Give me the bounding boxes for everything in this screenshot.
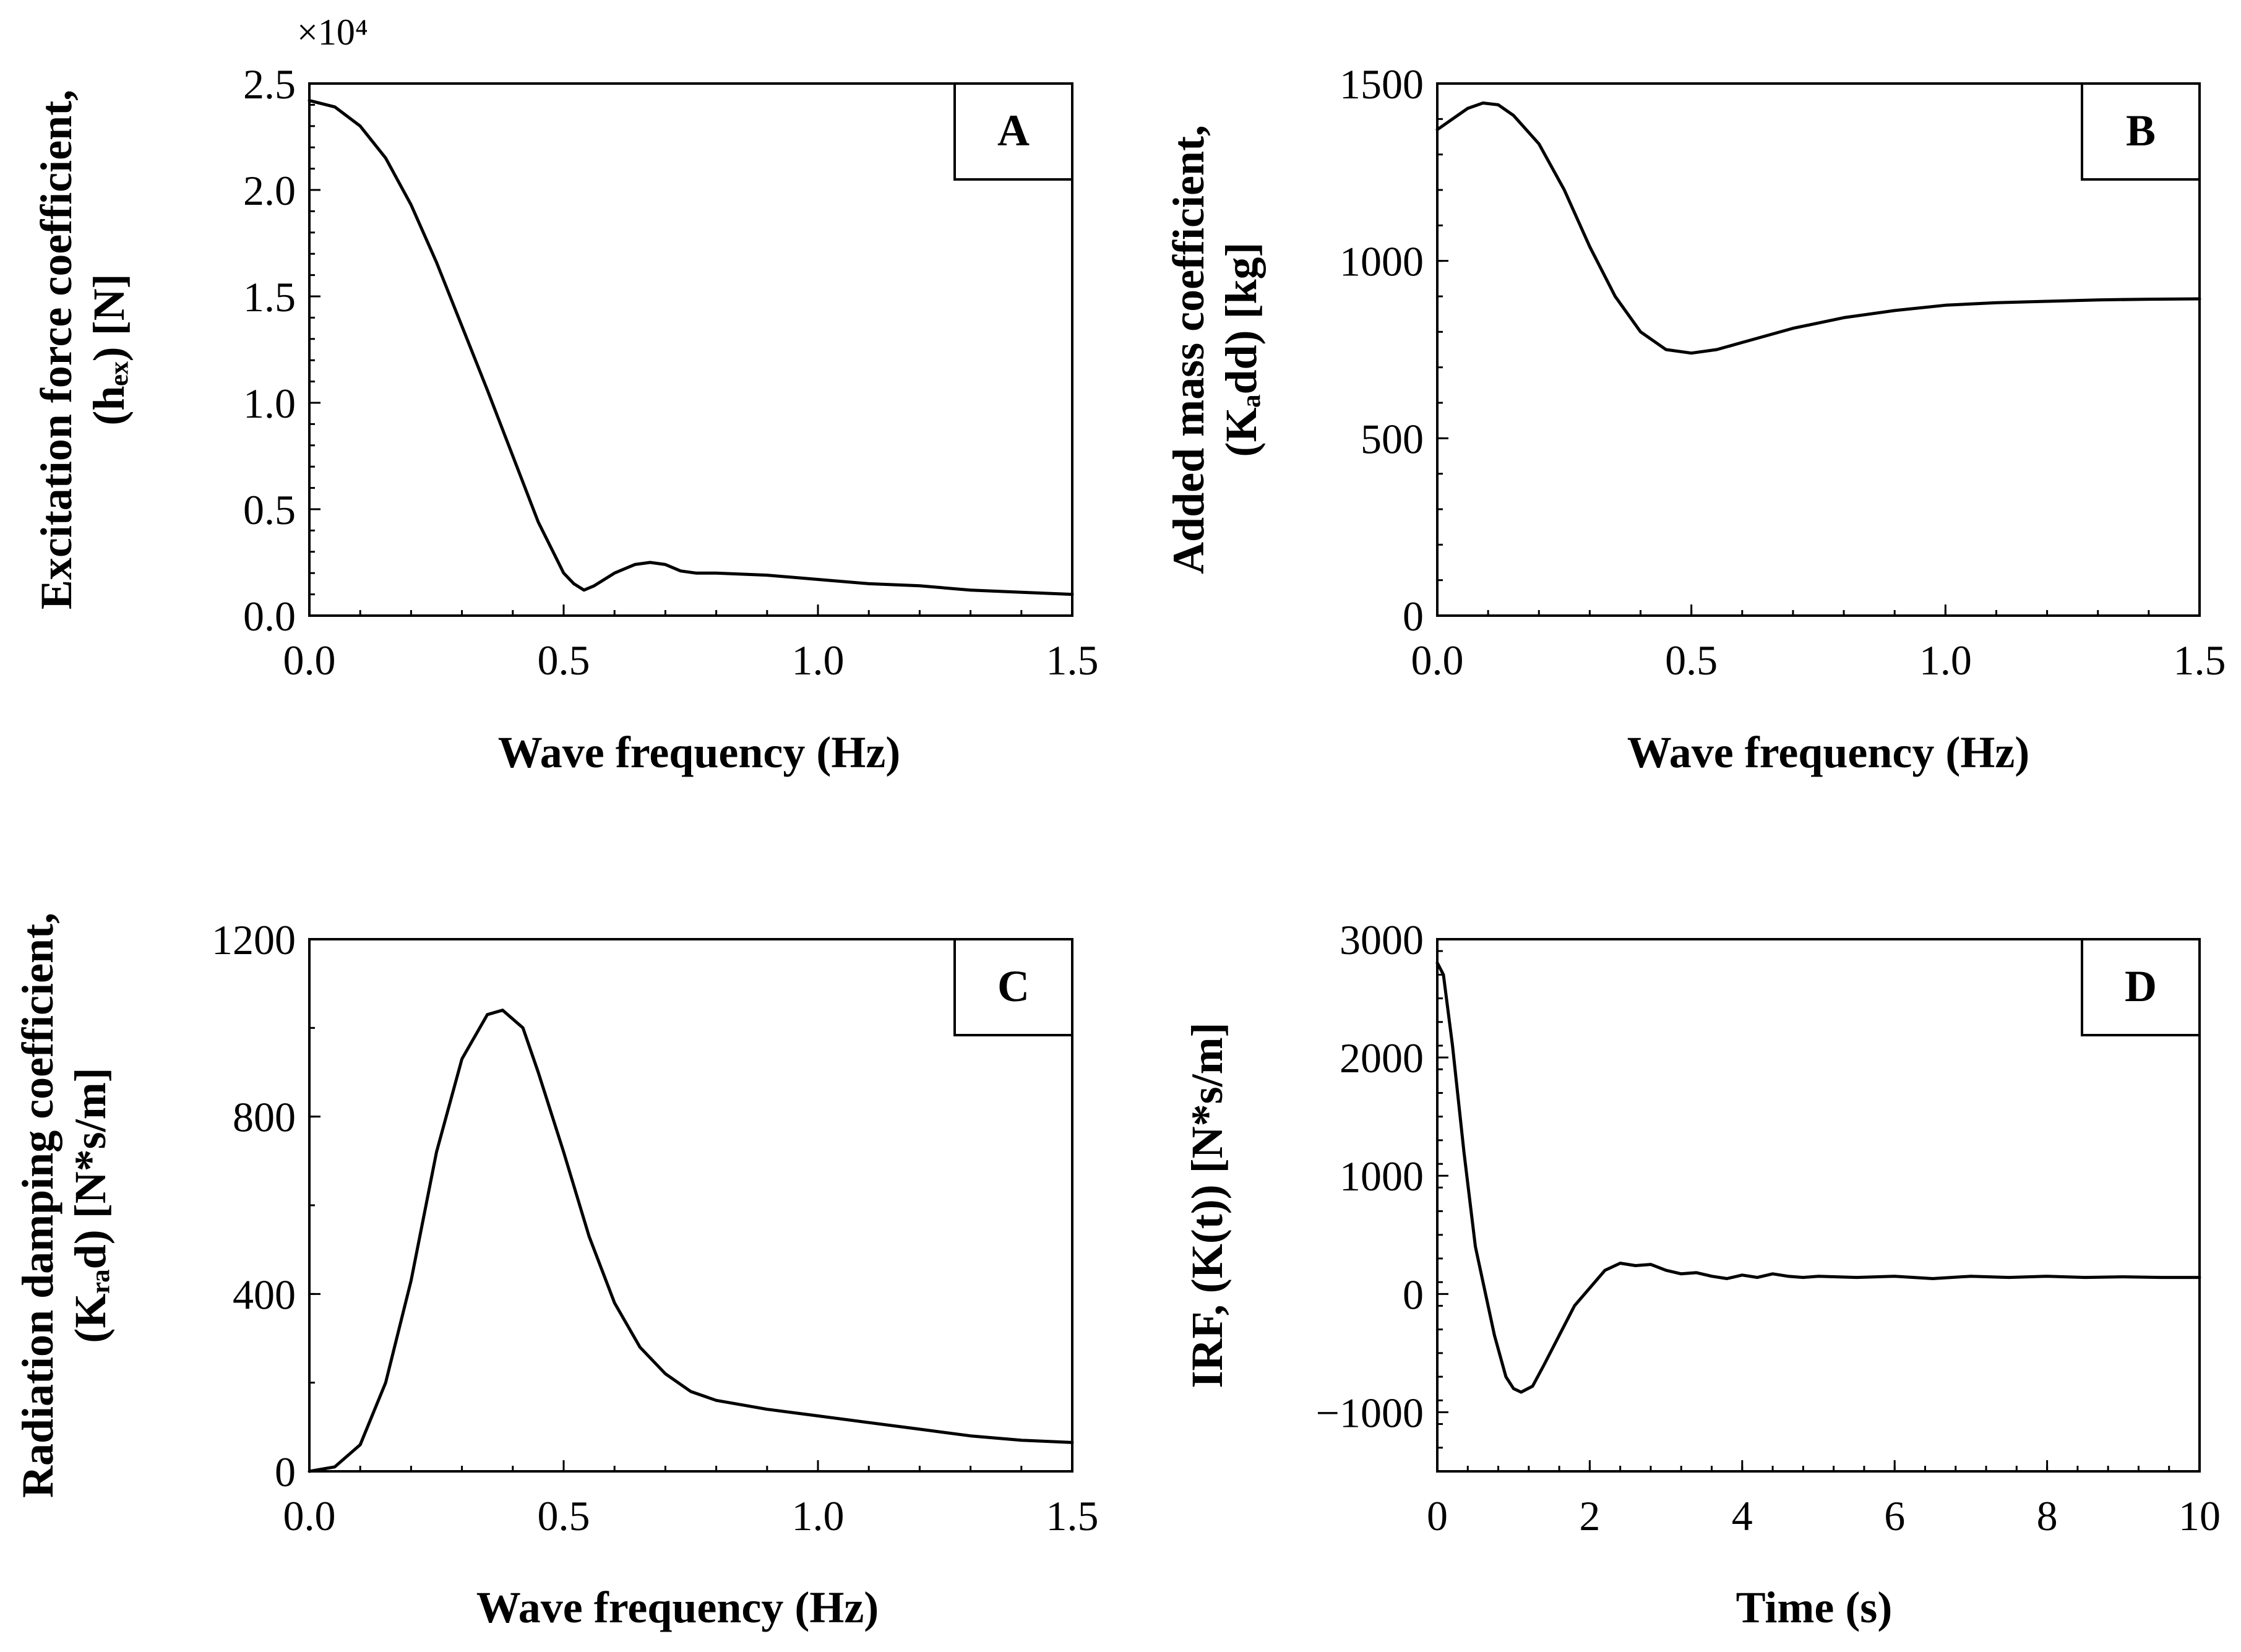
panel-d-ytick-label: 3000 bbox=[1340, 916, 1424, 963]
panel-d-xtick-label: 0 bbox=[1427, 1492, 1448, 1539]
panel-c-ylabel-line2: (Kᵣₐd) [N*s/m] bbox=[66, 1067, 115, 1343]
panel-d-xtick-label: 6 bbox=[1884, 1492, 1905, 1539]
panel-b-xtick-label: 0.5 bbox=[1665, 637, 1718, 684]
panel-b-frame bbox=[1436, 82, 2201, 617]
panel-a-label: A bbox=[997, 106, 1030, 155]
panel-d-curve bbox=[1435, 961, 2201, 1394]
panel-c-ytick-label: 800 bbox=[233, 1094, 296, 1141]
panel-d-ylabel-line1: IRF, (K(t)) [N*s/m] bbox=[1182, 1022, 1232, 1388]
panel-d-ytick-label: −1000 bbox=[1316, 1389, 1424, 1436]
panel-d-xlabel: Time (s) bbox=[1736, 1583, 1893, 1632]
panel-b-label: B bbox=[2126, 106, 2156, 155]
panel-d-xtick-label: 8 bbox=[2037, 1492, 2058, 1539]
panel-b-xtick-label: 1.0 bbox=[1919, 637, 1972, 684]
panel-c-ylabel-line1: Radiation damping coefficient, bbox=[13, 913, 62, 1498]
panel-b-ytick-label: 1000 bbox=[1340, 238, 1424, 285]
panel-a-ytick-label: 1.5 bbox=[243, 273, 296, 321]
panel-a-frame bbox=[308, 82, 1073, 617]
panel-c-xtick-label: 0.0 bbox=[283, 1492, 336, 1539]
panel-c-ytick-label: 0 bbox=[275, 1448, 296, 1495]
panel-b-xtick-label: 1.5 bbox=[2174, 637, 2226, 684]
panel-a-ytick-label: 0.0 bbox=[243, 593, 296, 640]
panel-d-xtick-label: 10 bbox=[2179, 1492, 2221, 1539]
panel-c-label: C bbox=[997, 962, 1030, 1011]
panel-a: 0.0 0.5 1.0 1.5 0.0 0.5 1.0 1.5 2.0 2.5 A ×10⁴ Wa… bbox=[32, 12, 1099, 777]
panel-c-xtick-label: 1.0 bbox=[792, 1492, 845, 1539]
panel-c-xlabel: Wave frequency (Hz) bbox=[476, 1583, 879, 1632]
panel-a-ytick-label: 0.5 bbox=[243, 486, 296, 533]
panel-b-ytick-label: 500 bbox=[1361, 415, 1424, 462]
panel-b-ylabel-line1: Added mass coefficient, bbox=[1164, 125, 1213, 574]
panel-a-xtick-label: 1.5 bbox=[1046, 637, 1099, 684]
panel-a-label-box bbox=[953, 82, 1073, 181]
panel-d-xtick-label: 4 bbox=[1732, 1492, 1753, 1539]
panel-a-multiplier: ×10⁴ bbox=[297, 12, 368, 53]
panel-c-xtick-label: 0.5 bbox=[538, 1492, 590, 1539]
panel-c-xtick-label: 1.5 bbox=[1046, 1492, 1099, 1539]
panel-b-xlabel: Wave frequency (Hz) bbox=[1627, 728, 2030, 777]
panel-b-xtick-label: 0.0 bbox=[1411, 637, 1464, 684]
panel-a-ticks: 0.0 0.5 1.0 1.5 0.0 0.5 1.0 1.5 2.0 2.5 bbox=[243, 61, 1099, 684]
panel-c-ticks: 0.0 0.5 1.0 1.5 0 400 800 1200 bbox=[212, 916, 1099, 1539]
panel-d-ytick-label: 2000 bbox=[1340, 1035, 1424, 1082]
panel-b-curve bbox=[1435, 101, 2201, 355]
panel-a-curve bbox=[308, 99, 1074, 596]
panel-b: 0.0 0.5 1.0 1.5 0 500 1000 1500 B Wave frequenc… bbox=[1164, 61, 2226, 777]
panel-b-ylabel-line2: (Kₐdd) [kg] bbox=[1216, 242, 1266, 457]
panel-d-label: D bbox=[2125, 962, 2157, 1011]
panel-b-ytick-label: 0 bbox=[1403, 593, 1424, 640]
panel-a-ylabel-line1: Excitation force coefficient, bbox=[32, 90, 81, 609]
panel-a-ylabel-line2: (hₑₓ) [N] bbox=[84, 273, 134, 425]
panel-c: 0.0 0.5 1.0 1.5 0 400 800 1200 C Wave frequency… bbox=[13, 913, 1099, 1632]
panel-b-ytick-label: 1500 bbox=[1340, 61, 1424, 108]
panel-a-xtick-label: 1.0 bbox=[792, 637, 845, 684]
panel-a-xtick-label: 0.0 bbox=[283, 637, 336, 684]
panel-d-ytick-label: 1000 bbox=[1340, 1153, 1424, 1200]
panel-a-ytick-label: 2.0 bbox=[243, 167, 296, 214]
panel-c-frame bbox=[308, 938, 1073, 1473]
panel-a-xlabel: Wave frequency (Hz) bbox=[498, 728, 901, 777]
panel-a-ytick-label: 1.0 bbox=[243, 380, 296, 427]
panel-c-curve bbox=[308, 1009, 1074, 1473]
panel-d-frame bbox=[1436, 938, 2201, 1473]
panel-d: 0 2 4 6 8 10 −1000 0 1000 2000 3000 D Time (s) IRF… bbox=[1182, 916, 2221, 1632]
panel-d-ytick-label: 0 bbox=[1403, 1271, 1424, 1318]
panel-d-xtick-label: 2 bbox=[1579, 1492, 1600, 1539]
panel-c-label-box bbox=[953, 938, 1073, 1036]
panel-a-ytick-label: 2.5 bbox=[243, 61, 296, 108]
panel-a-xtick-label: 0.5 bbox=[538, 637, 590, 684]
panel-b-label-box bbox=[2081, 82, 2201, 181]
panel-c-ytick-label: 400 bbox=[233, 1271, 296, 1318]
panel-d-label-box bbox=[2081, 938, 2201, 1036]
panel-c-ytick-label: 1200 bbox=[212, 916, 296, 963]
